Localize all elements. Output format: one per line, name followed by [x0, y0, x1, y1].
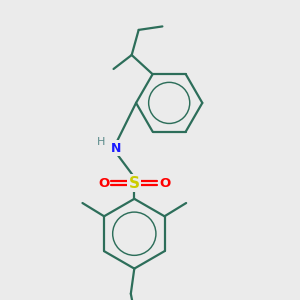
Text: H: H [97, 137, 105, 147]
Text: N: N [111, 142, 121, 155]
Text: O: O [98, 177, 109, 190]
Text: O: O [159, 177, 171, 190]
Text: S: S [129, 176, 140, 190]
